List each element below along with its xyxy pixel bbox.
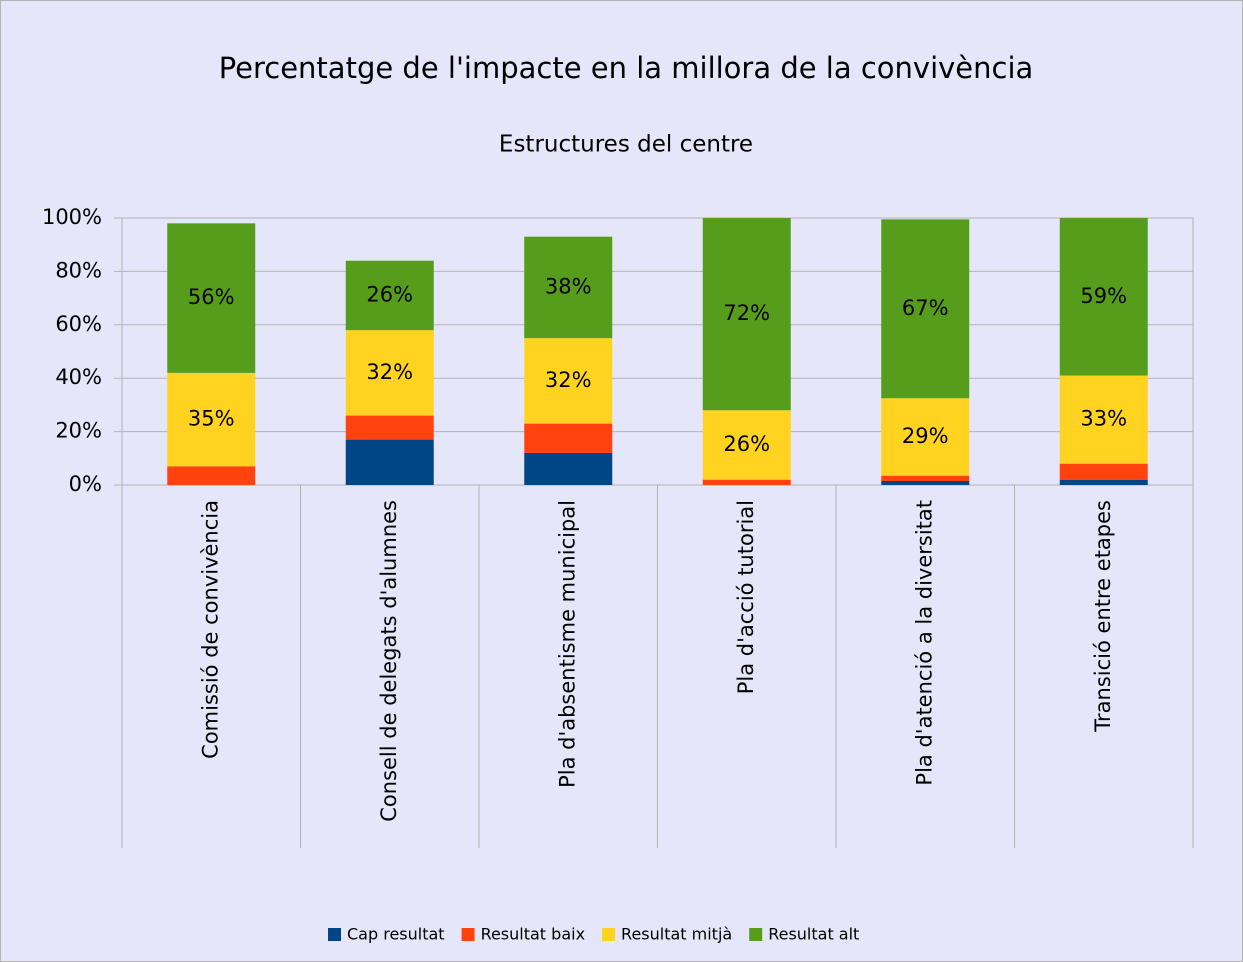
bar-segment	[1059, 463, 1148, 480]
data-label: 56%	[188, 285, 235, 309]
chart-title: Percentatge de l'impacte en la millora d…	[219, 51, 1034, 85]
x-tick-label: Transició entre etapes	[1091, 500, 1115, 733]
data-label: 29%	[902, 424, 949, 448]
legend-label: Cap resultat	[347, 925, 445, 944]
x-tick-label: Pla d'absentisme municipal	[555, 500, 579, 788]
legend-swatch	[749, 928, 763, 941]
bar-segment	[1059, 479, 1148, 485]
data-label: 26%	[723, 432, 770, 456]
bar-segment	[345, 415, 434, 440]
x-tick-label: Pla d'atenció a la diversitat	[912, 500, 936, 786]
bar-segment	[524, 423, 613, 453]
bar-segment	[524, 236, 613, 339]
bar-segment	[524, 452, 613, 485]
data-label: 32%	[545, 368, 592, 392]
bar-segment	[881, 480, 970, 485]
y-tick-label: 0%	[69, 472, 102, 496]
bar-segment	[167, 372, 256, 467]
data-label: 35%	[188, 407, 235, 431]
bar-segment	[881, 219, 970, 399]
legend-label: Resultat mitjà	[621, 925, 732, 944]
x-tick-label: Consell de delegats d'alumnes	[377, 500, 401, 822]
chart-subtitle: Estructures del centre	[499, 132, 753, 158]
y-tick-label: 20%	[55, 419, 102, 443]
data-label: 32%	[366, 360, 413, 384]
bar-segment	[1059, 375, 1148, 464]
data-label: 67%	[902, 296, 949, 320]
legend-swatch	[328, 928, 341, 941]
bar-segment	[881, 475, 970, 481]
bar-segment	[345, 439, 434, 485]
bar-segment	[167, 223, 256, 373]
bar-segment	[1059, 218, 1148, 376]
y-tick-label: 60%	[55, 312, 102, 336]
data-label: 72%	[723, 301, 770, 325]
legend-label: Resultat alt	[768, 925, 859, 944]
bar-segment	[524, 338, 613, 424]
bar-segment	[702, 410, 791, 480]
legend-swatch	[602, 928, 616, 941]
bar-segment	[345, 260, 434, 331]
bar-segment	[167, 466, 256, 485]
bar-segment	[345, 330, 434, 416]
data-label: 26%	[366, 282, 413, 306]
x-tick-label: Pla d'acció tutorial	[734, 500, 758, 694]
legend-label: Resultat baix	[481, 925, 585, 944]
bar-segment	[881, 398, 970, 476]
legend-swatch	[461, 928, 475, 941]
bar-segment	[702, 479, 791, 485]
x-tick-label: Comissió de convivència	[198, 500, 222, 759]
data-label: 38%	[545, 274, 592, 298]
y-tick-label: 80%	[55, 258, 102, 282]
data-label: 59%	[1080, 284, 1127, 308]
bar-segment	[702, 218, 791, 411]
y-tick-label: 40%	[55, 365, 102, 389]
y-tick-label: 100%	[42, 205, 102, 229]
data-label: 33%	[1080, 407, 1127, 431]
